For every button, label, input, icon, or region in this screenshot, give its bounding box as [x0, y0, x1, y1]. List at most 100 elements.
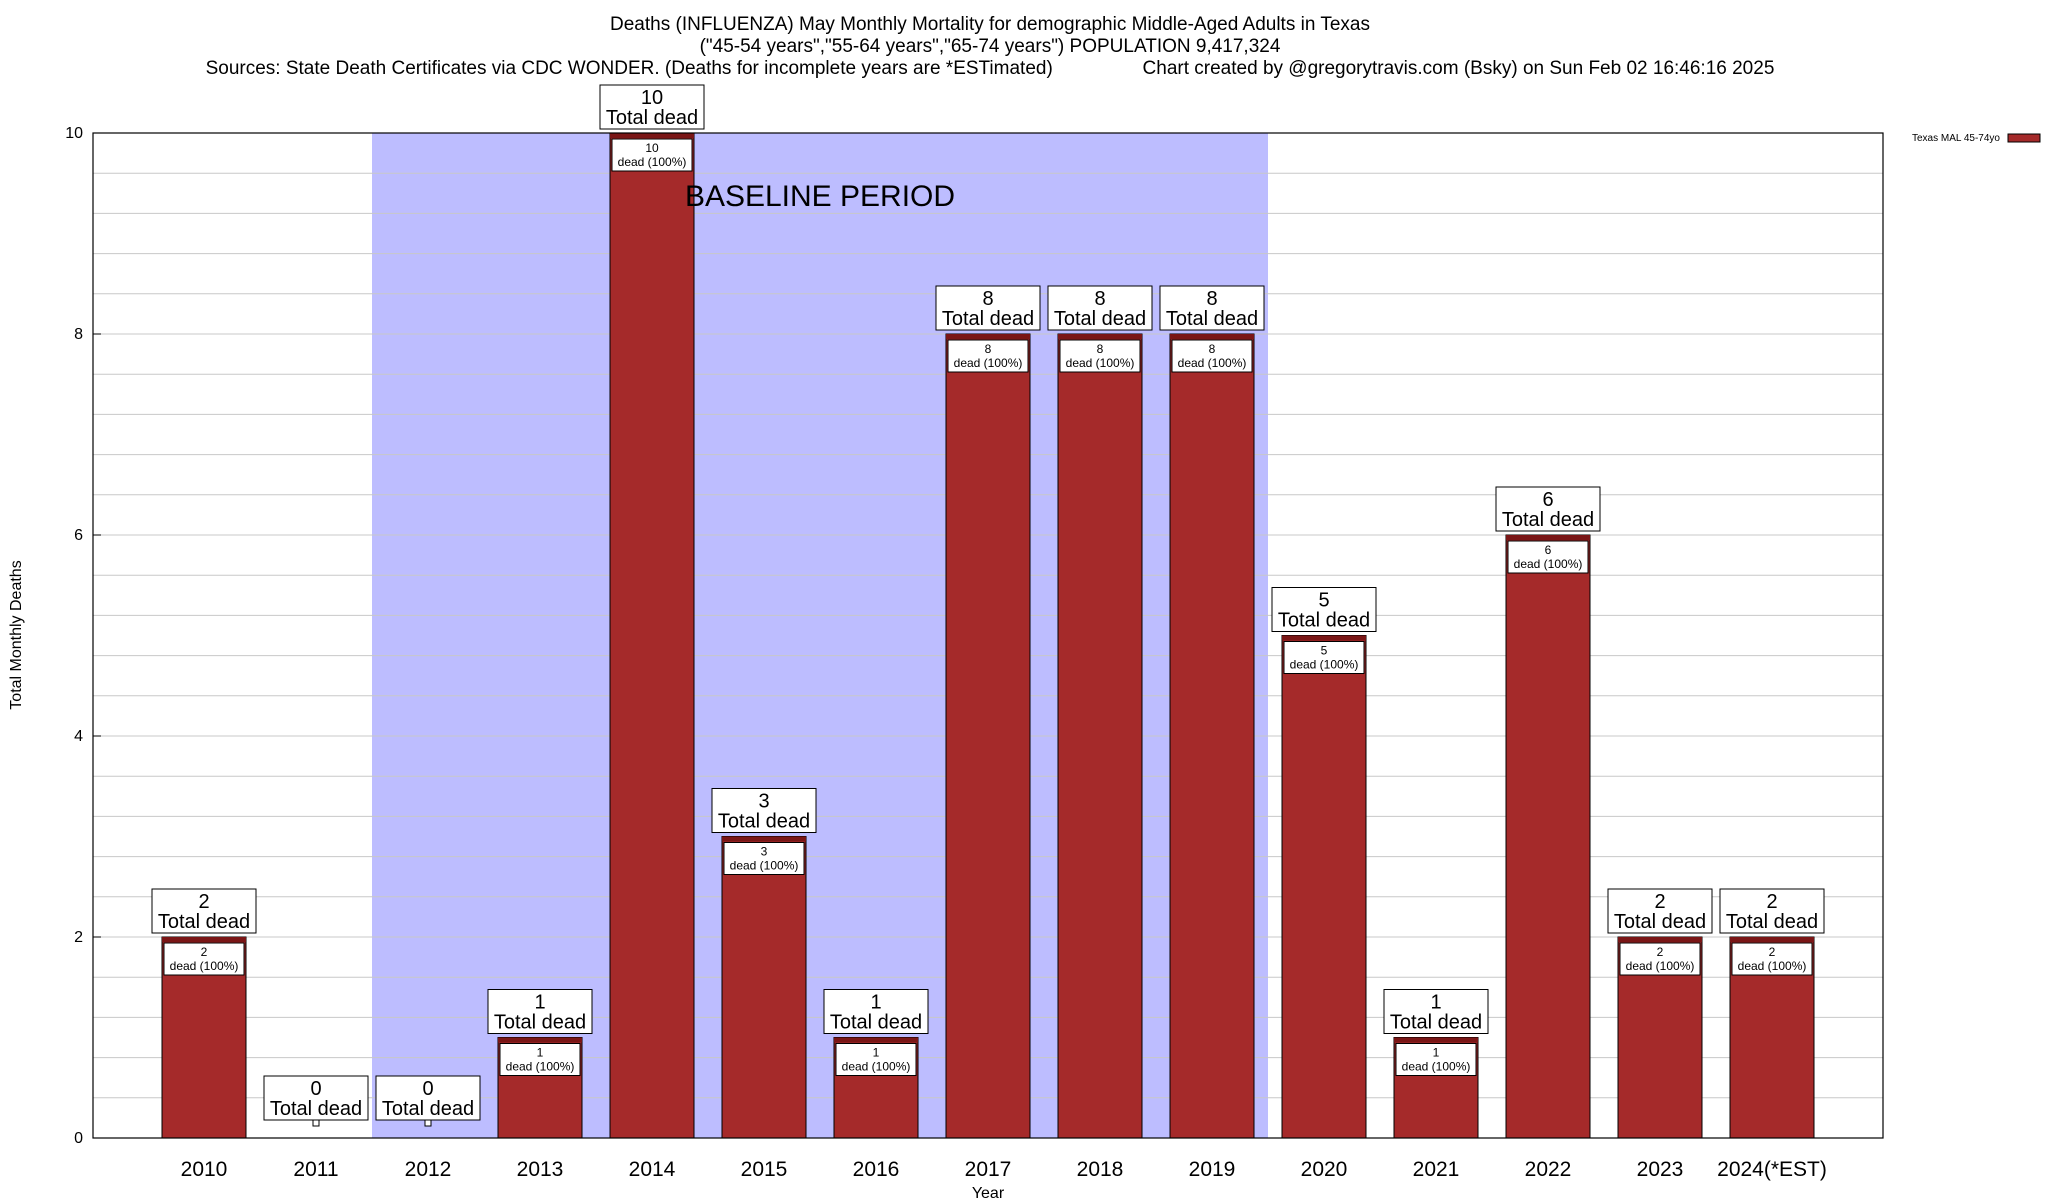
inner-label-text: dead (100%)	[954, 356, 1023, 370]
bar-top-band	[1170, 334, 1254, 339]
bar	[945, 333, 1031, 1139]
inner-label-box	[1507, 540, 1589, 574]
inner-label-box	[1395, 1043, 1477, 1076]
total-label-text: Total dead	[830, 1012, 922, 1034]
chart-subtitle: ("45-54 years","55-64 years","65-74 year…	[699, 36, 1281, 57]
total-label-value: 2	[198, 891, 209, 913]
total-label-text: Total dead	[1054, 308, 1146, 330]
total-label-text: Total dead	[1614, 911, 1706, 933]
inner-label-box	[611, 138, 693, 172]
total-label-value: 6	[1542, 489, 1553, 511]
x-tick-label: 2011	[293, 1158, 338, 1181]
total-label-box	[263, 1075, 369, 1121]
legend-label: Texas MAL 45-74yo	[1912, 133, 2000, 144]
inner-label-box	[947, 339, 1029, 373]
inner-label-value: 1	[537, 1046, 544, 1060]
bar-top-band	[946, 334, 1030, 339]
total-label-value: 2	[1766, 891, 1777, 913]
inner-label-value: 1	[873, 1046, 880, 1060]
inner-label-value: 2	[1769, 945, 1776, 959]
bar	[609, 132, 695, 1139]
inner-label-value: 5	[1321, 644, 1328, 658]
total-label-value: 0	[422, 1078, 433, 1100]
total-label-box	[375, 1075, 481, 1121]
x-tick-label: 2020	[1301, 1158, 1348, 1181]
total-label-box	[1383, 989, 1489, 1034]
inner-label-value: 2	[201, 945, 208, 959]
total-label-box	[487, 989, 593, 1034]
y-tick-label: 4	[74, 728, 83, 745]
x-tick-label: 2024(*EST)	[1717, 1158, 1827, 1181]
zero-marker	[424, 1119, 432, 1127]
x-tick-label: 2013	[517, 1158, 564, 1181]
bar-top-band	[162, 937, 246, 942]
total-label-value: 3	[758, 791, 769, 813]
inner-label-value: 8	[985, 342, 992, 356]
inner-label-box	[1171, 339, 1253, 373]
inner-label-text: dead (100%)	[618, 155, 687, 169]
x-tick-label: 2022	[1525, 1158, 1572, 1181]
bar-top-band	[610, 133, 694, 138]
total-label-box	[711, 788, 817, 833]
inner-label-value: 8	[1097, 342, 1104, 356]
total-label-box	[599, 84, 705, 130]
total-label-value: 5	[1318, 590, 1329, 612]
y-tick-label: 8	[74, 326, 83, 343]
sources-text: Sources: State Death Certificates via CD…	[205, 58, 1053, 79]
total-label-text: Total dead	[270, 1098, 362, 1120]
inner-label-box	[1619, 942, 1701, 976]
inner-label-box	[723, 842, 805, 875]
total-label-text: Total dead	[494, 1012, 586, 1034]
total-label-text: Total dead	[718, 811, 810, 833]
total-label-value: 2	[1654, 891, 1665, 913]
plot-frame	[92, 132, 1884, 1139]
x-tick-label: 2021	[1413, 1158, 1460, 1181]
inner-label-text: dead (100%)	[1178, 356, 1247, 370]
bar	[1057, 333, 1143, 1139]
baseline-period-label: BASELINE PERIOD	[685, 180, 955, 213]
total-label-text: Total dead	[1166, 308, 1258, 330]
y-tick-label: 6	[74, 527, 83, 544]
total-label-box	[1719, 888, 1825, 934]
x-tick-label: 2023	[1637, 1158, 1684, 1181]
x-tick-label: 2014	[629, 1158, 676, 1181]
total-label-box	[823, 989, 929, 1034]
total-label-box	[151, 888, 257, 934]
total-label-text: Total dead	[942, 308, 1034, 330]
inner-label-text: dead (100%)	[170, 959, 239, 973]
inner-label-value: 8	[1209, 342, 1216, 356]
y-tick-label: 0	[74, 1130, 83, 1147]
inner-label-box	[835, 1043, 917, 1076]
bar-top-band	[1506, 535, 1590, 540]
inner-label-text: dead (100%)	[506, 1060, 575, 1074]
total-label-text: Total dead	[606, 107, 698, 129]
total-label-text: Total dead	[382, 1098, 474, 1120]
total-label-value: 8	[982, 288, 993, 310]
total-label-value: 1	[534, 992, 545, 1014]
bar	[1169, 333, 1255, 1139]
inner-label-text: dead (100%)	[1738, 959, 1807, 973]
total-label-value: 8	[1094, 288, 1105, 310]
total-label-value: 1	[870, 992, 881, 1014]
total-label-box	[1607, 888, 1713, 934]
inner-label-box	[1731, 942, 1813, 976]
inner-label-box	[499, 1043, 581, 1076]
chart-title-block: Deaths (INFLUENZA) May Monthly Mortality…	[0, 14, 1980, 80]
bar-top-band	[1618, 937, 1702, 942]
y-axis-title: Total Monthly Deaths	[8, 560, 25, 709]
x-tick-label: 2019	[1189, 1158, 1236, 1181]
total-label-value: 0	[310, 1078, 321, 1100]
bar-top-band	[834, 1037, 918, 1043]
total-label-value: 10	[641, 87, 663, 109]
x-tick-label: 2012	[405, 1158, 452, 1181]
total-label-value: 1	[1430, 992, 1441, 1014]
x-tick-label: 2018	[1077, 1158, 1124, 1181]
inner-label-value: 3	[761, 845, 768, 859]
total-label-text: Total dead	[1278, 610, 1370, 632]
bar	[1505, 534, 1591, 1139]
inner-label-text: dead (100%)	[1626, 959, 1695, 973]
x-tick-label: 2016	[853, 1158, 900, 1181]
total-label-box	[935, 285, 1041, 331]
total-label-text: Total dead	[1726, 911, 1818, 933]
zero-marker	[312, 1119, 320, 1127]
